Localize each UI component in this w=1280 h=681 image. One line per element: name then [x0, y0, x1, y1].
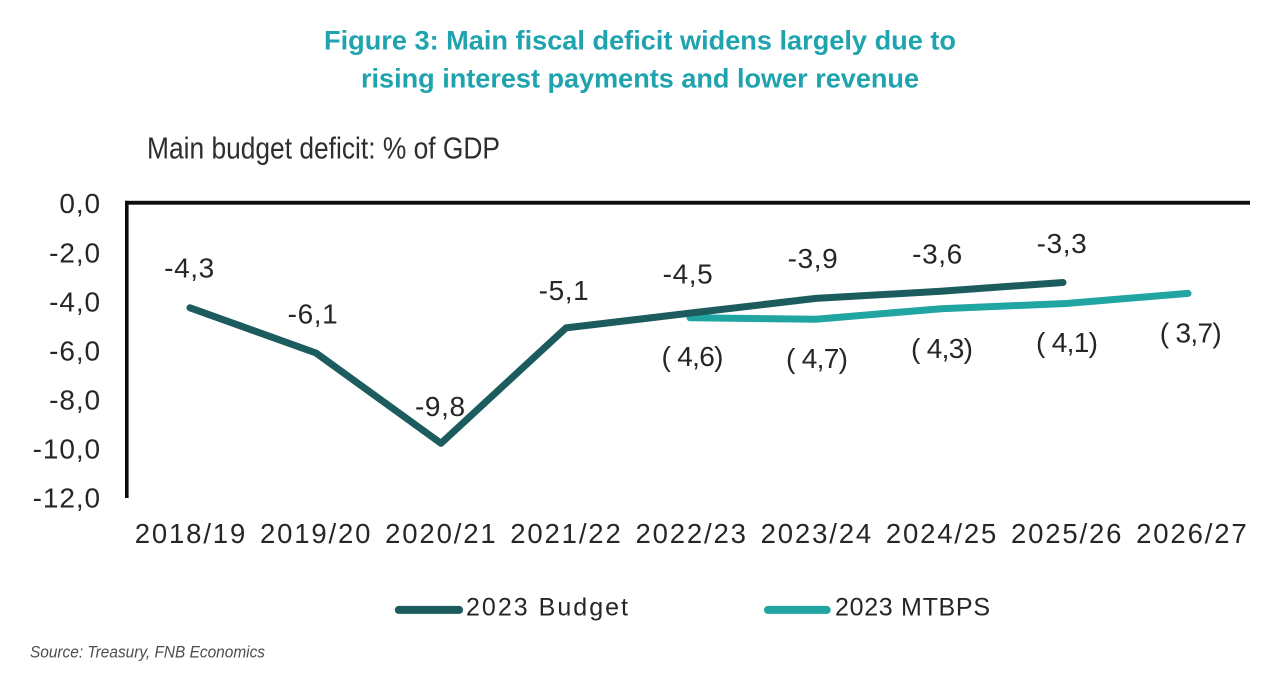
svg-text:-5,1: -5,1: [539, 275, 590, 306]
svg-text:-8,0: -8,0: [49, 385, 101, 416]
svg-text:2018/19: 2018/19: [135, 518, 246, 549]
svg-text:Figure 3: Main fiscal deficit: Figure 3: Main fiscal deficit widens lar…: [324, 25, 956, 55]
svg-text:-12,0: -12,0: [33, 483, 101, 514]
svg-text:rising interest payments and l: rising interest payments and lower reven…: [361, 64, 919, 94]
svg-text:( 4,6): ( 4,6): [662, 341, 724, 372]
svg-text:2024/25: 2024/25: [886, 518, 997, 549]
svg-text:-3,9: -3,9: [788, 243, 839, 274]
svg-text:Source: Treasury, FNB Economic: Source: Treasury, FNB Economics: [30, 644, 265, 662]
svg-text:-4,3: -4,3: [164, 252, 215, 283]
svg-text:2020/21: 2020/21: [385, 518, 496, 549]
svg-text:( 4,1): ( 4,1): [1036, 327, 1098, 358]
svg-text:-3,6: -3,6: [912, 239, 963, 270]
svg-text:-4,0: -4,0: [49, 287, 101, 318]
svg-text:-6,1: -6,1: [288, 298, 339, 329]
svg-text:2026/27: 2026/27: [1136, 518, 1247, 549]
svg-text:-3,3: -3,3: [1037, 228, 1088, 259]
svg-text:( 4,3): ( 4,3): [911, 333, 973, 364]
svg-text:2025/26: 2025/26: [1011, 518, 1122, 549]
svg-text:-2,0: -2,0: [49, 238, 101, 269]
svg-text:2023/24: 2023/24: [761, 518, 872, 549]
svg-text:2019/20: 2019/20: [260, 518, 371, 549]
svg-text:Main budget deficit: % of GDP: Main budget deficit: % of GDP: [147, 131, 500, 166]
svg-text:0,0: 0,0: [59, 188, 101, 219]
svg-text:-6,0: -6,0: [49, 336, 101, 367]
svg-text:( 4,7): ( 4,7): [786, 343, 848, 374]
svg-text:( 3,7): ( 3,7): [1160, 318, 1222, 349]
svg-text:-4,5: -4,5: [663, 258, 714, 289]
svg-text:2023 MTBPS: 2023 MTBPS: [835, 593, 990, 621]
svg-text:-10,0: -10,0: [33, 434, 101, 465]
svg-text:-9,8: -9,8: [415, 391, 466, 422]
svg-text:2023 Budget: 2023 Budget: [466, 593, 628, 621]
svg-text:2022/23: 2022/23: [635, 518, 746, 549]
svg-text:2021/22: 2021/22: [510, 518, 621, 549]
